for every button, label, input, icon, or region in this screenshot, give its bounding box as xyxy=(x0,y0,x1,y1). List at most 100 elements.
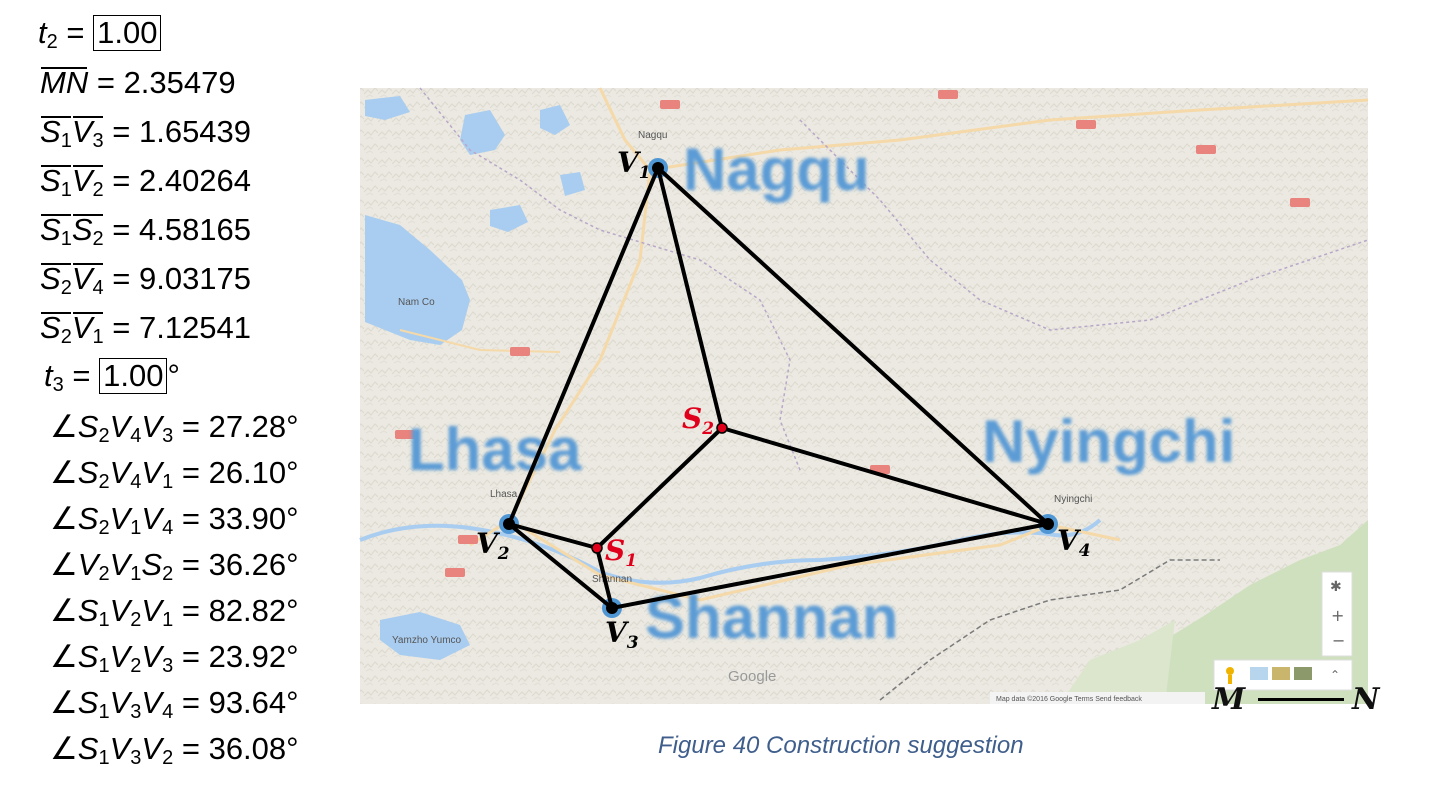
edge-v1-s2 xyxy=(656,166,724,430)
steiner-points xyxy=(591,422,728,554)
t3-value-box[interactable]: 1.00 xyxy=(99,358,168,394)
s2-label: S2 xyxy=(682,402,714,439)
location-icon[interactable]: ✱ xyxy=(1330,579,1342,595)
edge-s2-s1 xyxy=(595,426,724,550)
lhasa-small-label: Lhasa xyxy=(490,489,518,500)
angle-value: 33.90° xyxy=(208,501,299,536)
road-4 xyxy=(399,329,561,353)
map-thumb-2[interactable] xyxy=(1272,667,1290,680)
t2-sub: 2 xyxy=(46,31,58,53)
map-thumb-1[interactable] xyxy=(1250,667,1268,680)
boundary-2 xyxy=(799,119,1369,331)
edge-v3-v4 xyxy=(610,522,1050,610)
v2-label: V2 xyxy=(476,527,510,564)
angle-icon: ∠ xyxy=(50,639,78,674)
zoom-in-icon[interactable]: + xyxy=(1331,606,1344,625)
angle-measure-row: ∠S1V3V2 = 36.08° xyxy=(50,731,299,769)
s2-point[interactable] xyxy=(716,422,728,434)
lake-north xyxy=(460,110,505,155)
v4-point[interactable] xyxy=(1042,518,1054,530)
angle-value: 82.82° xyxy=(208,593,299,628)
segment-value: 9.03175 xyxy=(138,261,252,296)
t3-value: 1.00 xyxy=(103,358,164,393)
segment-length-row: S1V3 = 1.65439 xyxy=(40,114,252,152)
t2-value-box[interactable]: 1.00 xyxy=(93,15,162,51)
segment-length-row: S1V2 = 2.40264 xyxy=(40,163,252,201)
map-footer-text[interactable]: Map data ©2016 Google Terms Send feedbac… xyxy=(996,695,1142,703)
angle-icon: ∠ xyxy=(50,685,78,720)
v1-label: V1 xyxy=(617,146,651,183)
nagqu-small-label: Nagqu xyxy=(638,130,667,141)
segment-value: 4.58165 xyxy=(138,212,252,247)
v1-point[interactable] xyxy=(652,162,664,174)
pegman-icon[interactable] xyxy=(1226,667,1234,675)
river xyxy=(359,518,1102,585)
t2-slider-row: t2 = 1.00 xyxy=(38,14,162,53)
segment-label-2: V4 xyxy=(71,261,104,299)
angle-value: 93.64° xyxy=(208,685,299,720)
zoom-out-icon[interactable]: − xyxy=(1332,631,1345,650)
nyingchi-label: Nyingchi xyxy=(982,408,1235,475)
map-footer-bg xyxy=(990,692,1205,704)
map-background xyxy=(360,88,1368,704)
measurement-panel: t2 = 1.00 MN = 2.35479 S1V3 = 1.65439 S1V… xyxy=(0,0,360,794)
map-controls: ✱ + − ⌃ xyxy=(1213,571,1353,691)
zoom-control[interactable] xyxy=(1321,571,1353,657)
edge-s1-v3 xyxy=(595,546,614,610)
angle-value: 36.26° xyxy=(208,547,299,582)
angle-measure-row: ∠S1V2V1 = 82.82° xyxy=(50,593,299,631)
v3-point[interactable] xyxy=(606,602,618,614)
nam-co-label: Nam Co xyxy=(398,297,435,308)
scale-segment[interactable] xyxy=(1258,698,1344,701)
segment-label-2: V3 xyxy=(71,114,104,152)
segment-value: 1.65439 xyxy=(138,114,252,149)
segment-value: 7.12541 xyxy=(138,310,252,345)
mn-label: MN xyxy=(40,65,89,100)
lake-small-2 xyxy=(365,96,410,120)
figure-caption: Figure 40 Construction suggestion xyxy=(658,732,1024,759)
angle-icon: ∠ xyxy=(50,455,78,490)
shannan-small-label: Shannan xyxy=(592,574,632,585)
segment-length-row: S2V4 = 9.03175 xyxy=(40,261,252,299)
segment-label: S2 xyxy=(40,310,72,348)
angle-value: 23.92° xyxy=(208,639,299,674)
t2-value: 1.00 xyxy=(97,15,158,50)
t3-sub: 3 xyxy=(52,374,64,396)
segment-label-2: S2 xyxy=(71,212,104,250)
edge-v1-v2 xyxy=(507,166,660,526)
lake-small-3 xyxy=(490,205,528,232)
boundary-1 xyxy=(419,87,801,471)
v2-point[interactable] xyxy=(503,518,515,530)
nam-co-lake xyxy=(365,215,470,345)
v4-label: V4 xyxy=(1057,524,1091,561)
lake-small-4 xyxy=(560,172,585,196)
construction-edges xyxy=(507,166,1050,610)
segment-label: S1 xyxy=(40,114,72,152)
segment-length-row: S2V1 = 7.12541 xyxy=(40,310,252,348)
t3-unit: ° xyxy=(167,358,180,393)
segment-label: S1 xyxy=(40,163,72,201)
angle-value: 26.10° xyxy=(208,455,299,490)
angle-value: 36.08° xyxy=(208,731,299,766)
collapse-icon[interactable]: ⌃ xyxy=(1330,668,1340,682)
edge-v2-s1 xyxy=(507,522,599,550)
mn-value: 2.35479 xyxy=(123,65,236,100)
segment-value: 2.40264 xyxy=(138,163,252,198)
scale-m-label: M xyxy=(1212,682,1246,717)
yamzho-yumco-lake xyxy=(380,612,470,660)
angle-measure-row: ∠S1V2V3 = 23.92° xyxy=(50,639,299,677)
road-shields xyxy=(395,90,1310,577)
angle-icon: ∠ xyxy=(50,593,78,628)
s1-point[interactable] xyxy=(591,542,603,554)
angle-icon: ∠ xyxy=(50,501,78,536)
map-thumb-3[interactable] xyxy=(1294,667,1312,680)
angle-icon: ∠ xyxy=(50,731,78,766)
angle-measure-row: ∠S2V4V1 = 26.10° xyxy=(50,455,299,493)
edge-v2-v3 xyxy=(507,522,614,610)
t3-label: t xyxy=(44,358,53,393)
angle-measure-row: ∠S1V3V4 = 93.64° xyxy=(50,685,299,723)
forest-area xyxy=(1150,520,1368,704)
t3-slider-row: t3 = 1.00 ° xyxy=(44,358,180,396)
angle-measure-row: ∠V2V1S2 = 36.26° xyxy=(50,547,299,585)
